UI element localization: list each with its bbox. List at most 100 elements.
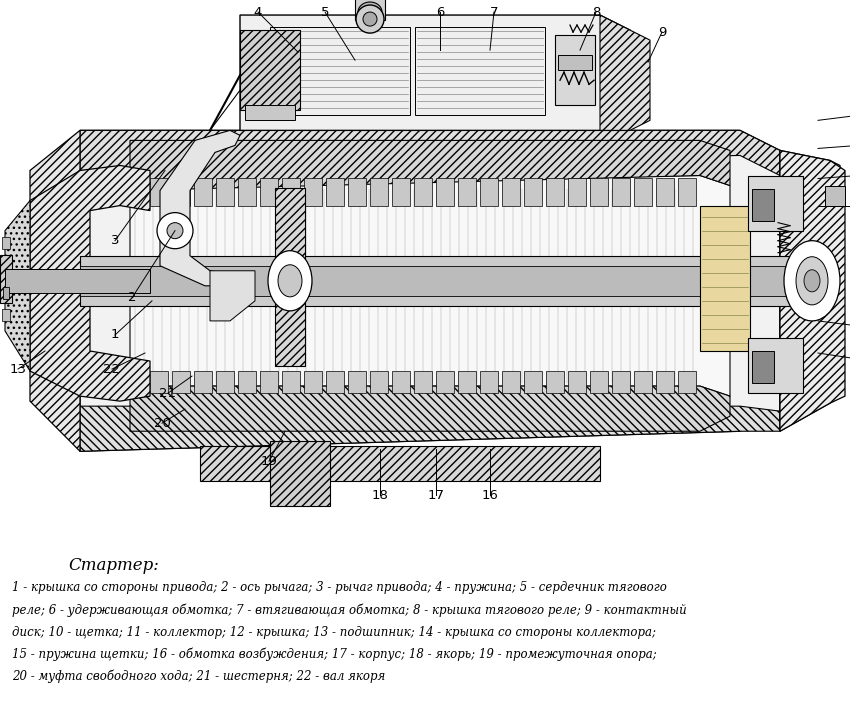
Bar: [2, 309, 10, 321]
Ellipse shape: [157, 212, 193, 248]
Polygon shape: [780, 150, 840, 431]
Bar: [502, 371, 520, 393]
Text: Стартер:: Стартер:: [68, 557, 159, 575]
Bar: [634, 371, 652, 393]
Bar: [546, 178, 564, 206]
Bar: [524, 178, 542, 206]
Bar: [370, 371, 388, 393]
Bar: [150, 178, 168, 206]
Text: 18: 18: [371, 489, 388, 502]
Ellipse shape: [278, 265, 302, 297]
Bar: [238, 371, 256, 393]
Ellipse shape: [796, 257, 828, 305]
Polygon shape: [240, 15, 630, 130]
Text: 16: 16: [482, 489, 498, 502]
Text: 2: 2: [128, 292, 136, 305]
Text: 7: 7: [490, 6, 498, 19]
Bar: [348, 371, 366, 393]
Bar: [2, 255, 10, 266]
Text: 4: 4: [254, 6, 262, 19]
Bar: [678, 178, 696, 206]
Bar: [275, 187, 305, 366]
Polygon shape: [80, 406, 780, 451]
Polygon shape: [200, 446, 600, 482]
Bar: [502, 178, 520, 206]
Bar: [0, 255, 12, 303]
Bar: [458, 178, 476, 206]
Ellipse shape: [784, 240, 840, 321]
Ellipse shape: [363, 12, 377, 26]
Bar: [752, 189, 774, 220]
Bar: [590, 178, 608, 206]
Bar: [3, 287, 9, 299]
Polygon shape: [80, 130, 780, 451]
Polygon shape: [130, 386, 730, 431]
Bar: [414, 178, 432, 206]
Bar: [80, 266, 800, 296]
Bar: [568, 178, 586, 206]
Text: 3: 3: [110, 234, 119, 247]
Text: 1: 1: [110, 328, 119, 341]
Bar: [194, 178, 212, 206]
Bar: [656, 178, 674, 206]
Bar: [260, 178, 278, 206]
Text: реле; 6 - удерживающая обмотка; 7 - втягивающая обмотка; 8 - крышка тягового рел: реле; 6 - удерживающая обмотка; 7 - втяг…: [12, 603, 687, 617]
Bar: [480, 178, 498, 206]
Bar: [260, 371, 278, 393]
Text: 5: 5: [320, 6, 329, 19]
Bar: [80, 256, 800, 306]
Bar: [270, 27, 410, 115]
Bar: [590, 371, 608, 393]
Text: 19: 19: [261, 455, 277, 468]
Bar: [546, 371, 564, 393]
Bar: [216, 371, 234, 393]
Bar: [748, 176, 803, 230]
Polygon shape: [5, 201, 30, 371]
Bar: [414, 371, 432, 393]
Text: 21: 21: [160, 387, 177, 400]
Bar: [524, 371, 542, 393]
Bar: [436, 178, 454, 206]
Text: 13: 13: [9, 363, 26, 376]
Polygon shape: [210, 271, 255, 321]
Bar: [558, 55, 592, 70]
Bar: [568, 371, 586, 393]
Text: 22: 22: [104, 363, 121, 376]
Bar: [392, 371, 410, 393]
Polygon shape: [780, 150, 845, 431]
Bar: [282, 371, 300, 393]
Polygon shape: [600, 15, 650, 130]
Bar: [748, 338, 803, 393]
Polygon shape: [80, 130, 780, 176]
Bar: [612, 178, 630, 206]
Bar: [270, 441, 330, 506]
Bar: [2, 291, 10, 303]
Bar: [415, 27, 545, 115]
Bar: [216, 178, 234, 206]
Bar: [458, 371, 476, 393]
Ellipse shape: [268, 251, 312, 311]
Bar: [2, 237, 10, 248]
Bar: [240, 30, 300, 110]
Polygon shape: [130, 176, 730, 396]
Text: 8: 8: [592, 6, 600, 19]
Bar: [304, 371, 322, 393]
Text: 6: 6: [436, 6, 445, 19]
Bar: [245, 105, 295, 120]
Bar: [282, 178, 300, 206]
Bar: [355, 0, 385, 20]
Bar: [238, 178, 256, 206]
Bar: [656, 371, 674, 393]
Text: 17: 17: [428, 489, 445, 502]
Text: 20: 20: [154, 417, 171, 430]
Bar: [2, 273, 10, 285]
Bar: [700, 206, 750, 351]
Polygon shape: [30, 166, 150, 401]
Polygon shape: [160, 130, 240, 286]
Text: 1 - крышка со стороны привода; 2 - ось рычага; 3 - рычаг привода; 4 - пружина; 5: 1 - крышка со стороны привода; 2 - ось р…: [12, 581, 667, 594]
Ellipse shape: [358, 2, 382, 22]
Bar: [825, 186, 845, 206]
Bar: [348, 178, 366, 206]
Bar: [555, 35, 595, 105]
Text: 9: 9: [658, 26, 666, 39]
